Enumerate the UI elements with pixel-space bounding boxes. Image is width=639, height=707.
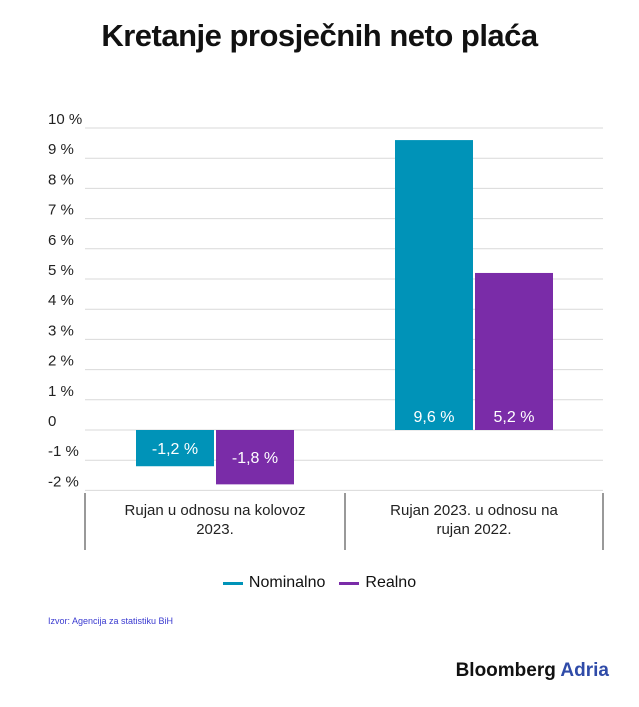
bar	[395, 140, 473, 430]
y-tick-label: -1 %	[48, 443, 79, 460]
legend-item-real: Realno	[339, 574, 416, 592]
y-tick-label: 8 %	[48, 171, 74, 188]
bar-value-label: 9,6 %	[414, 409, 455, 426]
bar-value-label: 5,2 %	[494, 409, 535, 426]
source-note: Izvor: Agencija za statistiku BiH	[48, 616, 174, 626]
legend-label-nominal: Nominalno	[248, 574, 326, 591]
bar-chart: 10 % 9 % 8 % 7 % 6 % 5 % 4 % 3 % 2 % 1 % 0 -1 % -2 %…	[48, 111, 604, 550]
legend-swatch-real	[339, 581, 360, 585]
legend-label-real: Realno	[365, 574, 417, 591]
y-tick-label: 2 %	[48, 353, 74, 370]
legend-swatch-nominal	[222, 581, 243, 585]
y-tick-label: 5 %	[48, 262, 74, 279]
brand-name: Bloomberg	[455, 660, 556, 681]
y-tick-label: 10 %	[48, 111, 82, 128]
y-tick-label: -2 %	[48, 473, 79, 490]
bar-value-label: -1,2 %	[152, 441, 198, 458]
brand-accent: Adria	[560, 660, 609, 681]
category-label: Rujan 2023. u odnosu na	[390, 502, 558, 519]
bar-value-label: -1,8 %	[232, 450, 278, 467]
chart-title: Kretanje prosječnih neto plaća	[101, 18, 538, 53]
y-tick-label: 0	[48, 413, 56, 430]
bar	[216, 430, 294, 485]
y-tick-label: 4 %	[48, 292, 74, 309]
y-tick-label: 7 %	[48, 202, 74, 219]
y-tick-label: 9 %	[48, 141, 74, 158]
brand-logo: Bloomberg Adria	[456, 660, 609, 682]
category-label: 2023.	[196, 521, 234, 538]
bar	[136, 430, 214, 467]
y-tick-label: 3 %	[48, 322, 74, 339]
y-tick-label: 6 %	[48, 232, 74, 249]
y-tick-label: 1 %	[48, 383, 74, 400]
category-label: Rujan u odnosu na kolovoz	[125, 502, 306, 519]
legend: Nominalno Realno	[0, 574, 639, 592]
category-label: rujan 2022.	[436, 521, 511, 538]
legend-item-nominal: Nominalno	[222, 574, 326, 592]
bar	[475, 272, 553, 430]
